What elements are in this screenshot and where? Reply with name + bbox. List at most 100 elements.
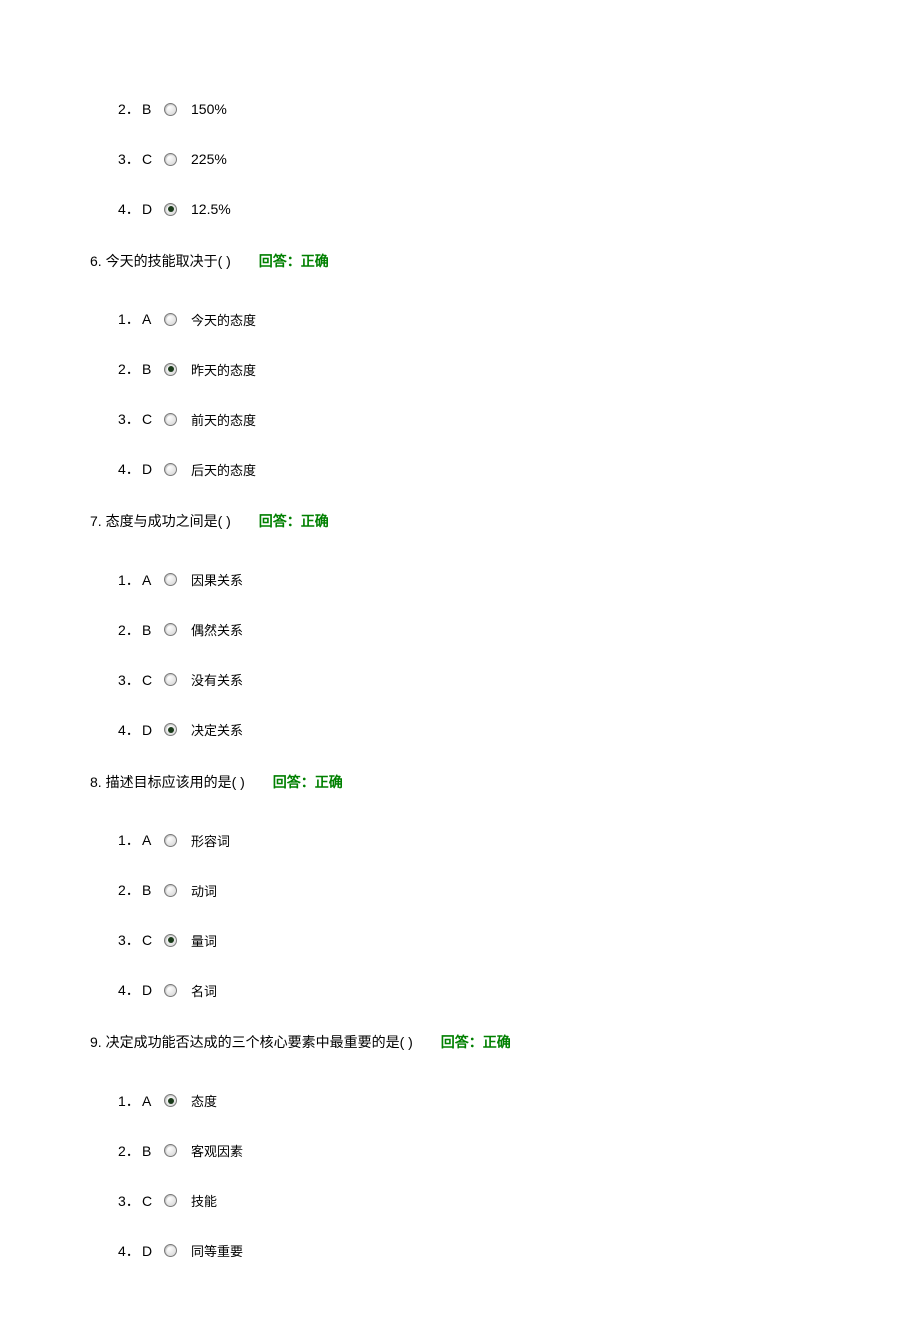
option-index: 4． [118,980,142,1000]
option-row: 3．C前天的态度 [118,410,830,428]
option-row: 3．C 技能 [118,1192,830,1210]
option-text: 形容词 [191,831,230,850]
question-number: 7. [90,513,102,529]
option-letter: A [142,832,160,848]
option-index: 1． [118,830,142,850]
radio-unselected-icon[interactable] [164,1144,177,1157]
option-index: 3． [118,149,142,169]
question-body: 态度与成功之间是( ) [106,513,231,529]
option-index: 2． [118,99,142,119]
question-body: 决定成功能否达成的三个核心要素中最重要的是( ) [106,1034,413,1050]
radio-selected-icon[interactable] [164,934,177,947]
feedback-label: 回答： [259,513,301,529]
radio-selected-icon[interactable] [164,363,177,376]
option-row: 4．D后天的态度 [118,460,830,478]
option-text: 昨天的态度 [191,360,256,379]
option-row: 3． C 225% [118,150,830,168]
option-letter: B [142,1143,160,1159]
option-text: 态度 [191,1091,217,1110]
option-row: 1．A因果关系 [118,571,830,589]
option-row: 4． D 12.5% [118,200,830,218]
feedback-label: 回答： [273,774,315,790]
option-letter: C [142,411,160,427]
question-body: 今天的技能取决于( ) [106,253,231,269]
option-letter: D [142,982,160,998]
option-text: 客观因素 [191,1141,243,1160]
radio-unselected-icon[interactable] [164,573,177,586]
option-index: 3． [118,670,142,690]
option-list: 2． B 150% 3． C 225% 4． D 12.5% [90,100,830,218]
radio-unselected-icon[interactable] [164,413,177,426]
option-text: 12.5% [191,201,231,217]
option-text: 同等重要 [191,1241,243,1260]
radio-unselected-icon[interactable] [164,1244,177,1257]
radio-unselected-icon[interactable] [164,1194,177,1207]
option-letter: C [142,151,160,167]
option-letter: A [142,1093,160,1109]
radio-unselected-icon[interactable] [164,834,177,847]
option-index: 4． [118,459,142,479]
option-row: 1．A 今天的态度 [118,310,830,328]
partial-question-options: 2． B 150% 3． C 225% 4． D 12.5% [90,100,830,218]
option-index: 1． [118,309,142,329]
option-row: 2．B 客观因素 [118,1142,830,1160]
question-block: 9. 决定成功能否达成的三个核心要素中最重要的是( )回答：正确 1．A 态度 2．B… [90,1031,830,1259]
option-text: 今天的态度 [191,310,256,329]
option-letter: D [142,201,160,217]
radio-selected-icon[interactable] [164,1094,177,1107]
radio-unselected-icon[interactable] [164,463,177,476]
option-letter: B [142,622,160,638]
option-text: 因果关系 [191,570,243,589]
option-index: 2． [118,880,142,900]
option-letter: B [142,361,160,377]
radio-unselected-icon[interactable] [164,313,177,326]
radio-selected-icon[interactable] [164,723,177,736]
radio-selected-icon[interactable] [164,203,177,216]
option-letter: C [142,932,160,948]
question-text: 9. 决定成功能否达成的三个核心要素中最重要的是( )回答：正确 [90,1031,830,1053]
option-row: 1．A 形容词 [118,831,830,849]
radio-unselected-icon[interactable] [164,673,177,686]
radio-unselected-icon[interactable] [164,103,177,116]
feedback-value: 正确 [483,1034,511,1050]
option-index: 2． [118,620,142,640]
feedback-value: 正确 [315,774,343,790]
option-row: 2．B 昨天的态度 [118,360,830,378]
option-text: 技能 [191,1191,217,1210]
option-row: 4．D同等重要 [118,1242,830,1260]
option-row: 1．A 态度 [118,1092,830,1110]
option-text: 名词 [191,981,217,1000]
option-list: 1．A 今天的态度 2．B 昨天的态度 3．C前天的态度 4．D后天的态度 [90,310,830,478]
option-row: 2．B 偶然关系 [118,621,830,639]
question-text: 6. 今天的技能取决于( )回答：正确 [90,250,830,272]
option-index: 2． [118,359,142,379]
question-block: 6. 今天的技能取决于( )回答：正确1．A今天的态度2．B昨天的态度3．C前天… [90,250,830,478]
option-list: 1．A 形容词 2．B 动词 3．C量词 4．D 名词 [90,831,830,999]
question-block: 8. 描述目标应该用的是( )回答：正确1．A形容词2．B动词3．C量词4．D名… [90,771,830,999]
question-block: 7. 态度与成功之间是( ) 回答：正确 1．A因果关系 2．B 偶然关系 3．C没有关系… [90,510,830,738]
feedback-value: 正确 [301,513,329,529]
option-row: 3．C量词 [118,931,830,949]
option-text: 动词 [191,881,217,900]
radio-unselected-icon[interactable] [164,153,177,166]
option-letter: D [142,1243,160,1259]
option-letter: D [142,722,160,738]
radio-unselected-icon[interactable] [164,984,177,997]
option-index: 2． [118,1141,142,1161]
option-letter: B [142,882,160,898]
option-row: 3．C没有关系 [118,671,830,689]
option-letter: B [142,101,160,117]
radio-unselected-icon[interactable] [164,884,177,897]
radio-unselected-icon[interactable] [164,623,177,636]
option-letter: C [142,1193,160,1209]
option-text: 没有关系 [191,670,243,689]
option-index: 1． [118,1091,142,1111]
option-text: 偶然关系 [191,620,243,639]
feedback-text: 回答：正确 [259,253,329,269]
question-body: 描述目标应该用的是( ) [106,774,245,790]
option-letter: A [142,311,160,327]
option-row: 2．B 动词 [118,881,830,899]
option-index: 3． [118,930,142,950]
feedback-text: 回答：正确 [273,774,343,790]
option-index: 3． [118,1191,142,1211]
